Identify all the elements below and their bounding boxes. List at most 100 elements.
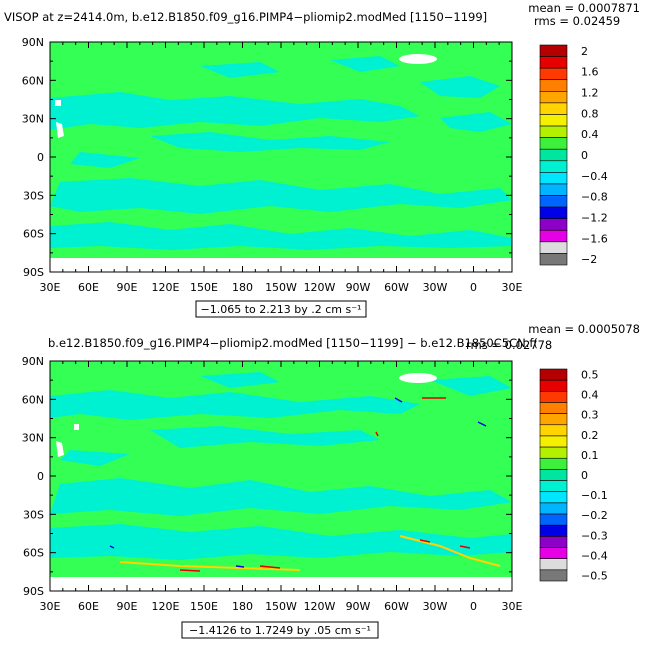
anomaly-patch [50, 478, 512, 516]
x-tick-label: 90E [117, 281, 138, 294]
colorbar-swatch [539, 114, 568, 127]
y-tick-label: 30N [22, 113, 44, 126]
colorbar-swatch [539, 125, 568, 138]
anomaly-streak [179, 565, 281, 572]
x-tick-label: 0 [470, 600, 477, 613]
y-tick-label: 90S [23, 585, 44, 598]
colorbar: 2 1.6 1.2 0.8 0.4 0 −0.4 −0.8 −1.2 −1.6 −2 [539, 44, 608, 266]
colorbar-swatch [539, 368, 568, 381]
x-axis: 30E 60E 90E 120E 150E 180 150W 120W 90W 60W 30W 0 30… [40, 361, 523, 613]
x-tick-label: 120W [304, 281, 336, 294]
anomaly-streak [399, 535, 501, 567]
x-tick-label: 30W [423, 600, 448, 613]
colorbar-swatch [539, 424, 568, 437]
land-mask [74, 424, 79, 430]
y-tick-label: 60N [22, 393, 44, 406]
colorbar-swatch [539, 56, 568, 69]
info-box [181, 621, 379, 639]
colorbar-label: 0 [581, 149, 588, 162]
y-tick-label: 90N [22, 355, 44, 368]
colorbar-swatch [539, 148, 568, 162]
colorbar-swatch [539, 160, 568, 173]
colorbar-swatch [539, 183, 568, 196]
x-tick-label: 60E [78, 600, 99, 613]
anomaly-patch [50, 92, 420, 130]
colorbar-label: 2 [581, 45, 588, 58]
anomaly-patch [50, 178, 512, 214]
colorbar-label: 0 [581, 469, 588, 482]
x-tick-label: 120W [304, 600, 336, 613]
y-axis: 90N 60N 30N 0 30S 60S 90S [22, 36, 512, 279]
colorbar-label: −0.2 [581, 509, 608, 522]
colorbar-swatch [539, 524, 568, 537]
panel-title: VISOP at z=2414.0m, b.e12.B1850.f09_g16.… [4, 10, 487, 24]
colorbar-swatch [539, 391, 568, 403]
y-tick-label: 0 [37, 470, 44, 483]
x-tick-label: 60E [78, 281, 99, 294]
colorbar-swatch [539, 253, 568, 266]
y-axis: 90N 60N 30N 0 30S 60S 90S [22, 355, 512, 598]
colorbar-swatch [539, 229, 568, 243]
x-tick-label: 180 [232, 281, 253, 294]
colorbar-swatch [539, 91, 568, 104]
colorbar-swatch [539, 379, 568, 392]
y-tick-label: 30N [22, 432, 44, 445]
colorbar-swatch [539, 195, 568, 208]
colorbar-swatch [539, 172, 568, 185]
anomaly-patch [430, 376, 512, 396]
y-tick-label: 60N [22, 74, 44, 87]
x-tick-label: 30E [40, 600, 61, 613]
colorbar-label: 0.4 [581, 389, 599, 402]
colorbar-label: −0.8 [581, 191, 608, 204]
colorbar-label: 0.3 [581, 409, 599, 422]
land-mask [56, 122, 64, 138]
anomaly-patch [50, 390, 420, 420]
land-mask [56, 441, 64, 457]
mean-label: mean = 0.0007871 [528, 1, 640, 15]
colorbar-swatch [539, 536, 568, 548]
colorbar-swatch [539, 67, 568, 81]
anomaly-patch [70, 152, 140, 168]
colorbar-swatch [539, 44, 568, 57]
land-mask [55, 100, 61, 106]
colorbar-swatch [539, 218, 568, 231]
anomaly-patch [440, 112, 512, 132]
panel-bottom: b.e12.B1850.f09_g16.PIMP4−pliomip2.modMe… [22, 322, 640, 639]
x-tick-label: 180 [232, 600, 253, 613]
colorbar-swatch [539, 435, 568, 448]
colorbar-label: 0.5 [581, 369, 599, 382]
x-tick-label: 30E [40, 281, 61, 294]
colorbar-swatch [539, 480, 568, 493]
colorbar-swatch [539, 79, 568, 92]
x-tick-label: 0 [470, 281, 477, 294]
colorbar-swatch [539, 206, 568, 219]
y-tick-label: 60S [23, 228, 44, 241]
info-box-text: −1.4126 to 1.7249 by .05 cm s⁻¹ [189, 624, 371, 637]
colorbar-swatch [539, 457, 568, 470]
x-tick-label: 90W [346, 281, 371, 294]
colorbar-swatch [539, 491, 568, 504]
mean-label: mean = 0.0005078 [528, 322, 640, 336]
x-tick-label: 30E [502, 600, 523, 613]
y-tick-label: 0 [37, 151, 44, 164]
ocean-field [50, 42, 512, 258]
colorbar-label: 0.2 [581, 429, 599, 442]
x-tick-label: 150W [265, 281, 297, 294]
colorbar-swatch [539, 102, 568, 115]
colorbar-label: 1.2 [581, 86, 599, 99]
colorbar-swatch [539, 446, 568, 459]
y-tick-label: 30S [23, 189, 44, 202]
colorbar-label: −0.4 [581, 170, 608, 183]
colorbar-swatch [539, 241, 568, 254]
colorbar-label: −1.6 [581, 232, 608, 245]
y-tick-label: 90S [23, 266, 44, 279]
colorbar-label: −2 [581, 253, 597, 266]
anomaly-streak [419, 539, 471, 549]
anomaly-patch [200, 62, 280, 78]
colorbar-swatch [539, 402, 568, 414]
colorbar-swatch [539, 513, 568, 526]
x-tick-label: 120E [152, 281, 180, 294]
colorbar-swatch [539, 502, 568, 515]
colorbar-swatch [539, 469, 568, 481]
